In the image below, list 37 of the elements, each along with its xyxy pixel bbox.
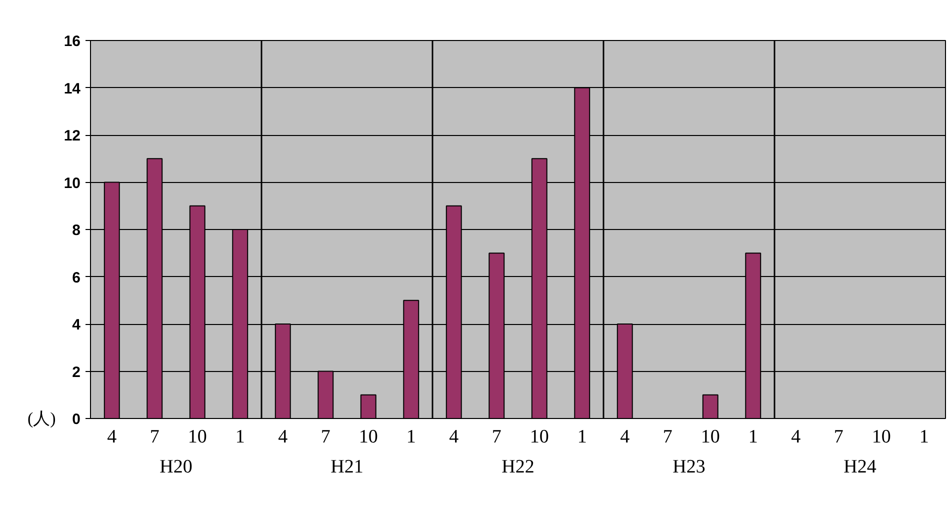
- x-tick-label: 7: [834, 426, 844, 448]
- x-tick-label: 10: [188, 426, 207, 448]
- y-tick-label: 10: [64, 174, 81, 192]
- y-axis-title: (人): [27, 409, 56, 428]
- text: H21: [330, 456, 364, 478]
- text: H20: [160, 456, 192, 478]
- y-tick-label: 4: [72, 316, 82, 334]
- text: H23: [672, 456, 706, 478]
- y-tick-label: 2: [72, 364, 80, 381]
- x-tick-label: 7: [150, 426, 160, 448]
- y-tick-label: 14: [64, 80, 82, 98]
- x-tick-label: 10: [700, 426, 720, 448]
- x-tick-label: 4: [620, 426, 630, 448]
- x-tick-label: 4: [791, 426, 802, 448]
- x-tick-label: 4: [107, 426, 118, 448]
- x-tick-label: 7: [492, 426, 502, 448]
- x-tick-label: 10: [358, 426, 378, 448]
- y-tick-label: 12: [64, 128, 81, 144]
- x-tick-label: 1: [235, 426, 245, 448]
- x-tick-label: 4: [278, 426, 288, 448]
- x-tick-label: 1: [748, 426, 758, 448]
- bar: [702, 394, 718, 418]
- x-tick-label: 10: [530, 426, 549, 448]
- x-tick-label: 1: [919, 426, 929, 448]
- x-tick-label: 1: [577, 426, 587, 448]
- text: H24: [844, 456, 877, 478]
- x-tick-label: 4: [449, 426, 460, 448]
- x-tick-label: 1: [406, 426, 416, 448]
- y-tick-label: 0: [72, 411, 80, 428]
- x-tick-label: 7: [662, 426, 672, 448]
- x-tick-label: 7: [320, 426, 330, 448]
- y-tick-label: 8: [72, 222, 80, 239]
- y-tick-label: 16: [64, 33, 81, 50]
- x-tick-label: 10: [872, 426, 891, 448]
- y-tick-label: 6: [72, 269, 80, 286]
- bar: [360, 394, 376, 418]
- text: H22: [502, 456, 534, 478]
